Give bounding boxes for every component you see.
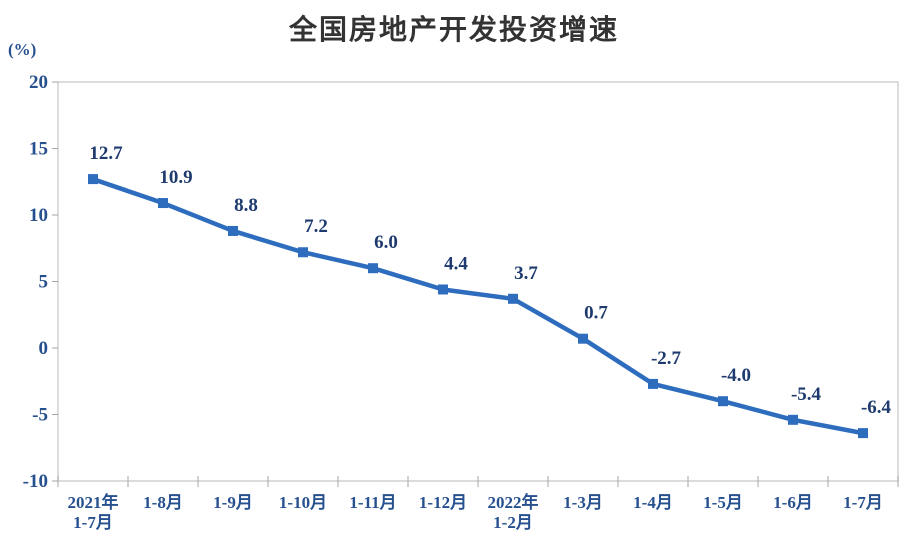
x-axis-label: 2022年 1-2月	[488, 492, 539, 532]
data-point-marker	[158, 198, 168, 209]
data-point-marker	[368, 263, 378, 274]
y-axis-tick-label: 5	[39, 272, 49, 293]
x-axis-label: 1-5月	[703, 493, 743, 512]
data-label: 0.7	[584, 303, 608, 324]
data-point-marker	[578, 333, 588, 344]
x-axis-label: 1-9月	[213, 493, 253, 512]
data-label: -6.4	[861, 397, 892, 418]
y-axis-tick-label: 0	[39, 338, 49, 359]
data-label: 7.2	[304, 216, 328, 237]
y-axis-unit-label: (%)	[8, 40, 37, 59]
x-axis-label: 1-3月	[563, 493, 603, 512]
data-label: 8.8	[234, 195, 258, 216]
data-label: 4.4	[444, 253, 468, 274]
x-axis-label: 1-11月	[349, 493, 396, 512]
data-point-marker	[88, 174, 98, 185]
series-line	[90, 176, 866, 436]
data-label: -2.7	[651, 348, 682, 369]
data-label: -4.0	[721, 365, 751, 386]
x-axis-label: 1-8月	[143, 493, 183, 512]
data-label: 6.0	[374, 232, 398, 253]
data-point-marker	[718, 396, 728, 407]
x-axis-label: 1-4月	[633, 493, 673, 512]
data-point-marker	[858, 428, 868, 439]
x-axis-label: 1-12月	[419, 493, 467, 512]
data-label: 10.9	[159, 167, 192, 188]
chart-title: 全国房地产开发投资增速	[288, 14, 619, 45]
y-axis-tick-label: -10	[23, 471, 48, 492]
data-point-marker	[298, 247, 308, 258]
y-axis-tick-label: 15	[29, 139, 48, 160]
data-label: 3.7	[514, 263, 538, 284]
x-axis-label: 1-10月	[279, 493, 327, 512]
y-axis-tick-label: 20	[29, 72, 48, 93]
y-axis-tick-label: -5	[32, 405, 48, 426]
data-label: -5.4	[791, 384, 822, 405]
data-point-marker	[228, 225, 238, 236]
data-point-marker	[648, 378, 658, 389]
plot-border	[57, 81, 899, 482]
data-point-marker	[438, 284, 448, 295]
y-axis-tick-label: 10	[29, 205, 48, 226]
data-point-marker	[788, 414, 798, 425]
data-point-marker	[508, 293, 518, 304]
data-label: 12.7	[89, 143, 123, 164]
x-axis-label: 1-6月	[773, 493, 813, 512]
x-axis-label: 2021年 1-7月	[68, 492, 119, 532]
x-axis-label: 1-7月	[843, 493, 883, 512]
